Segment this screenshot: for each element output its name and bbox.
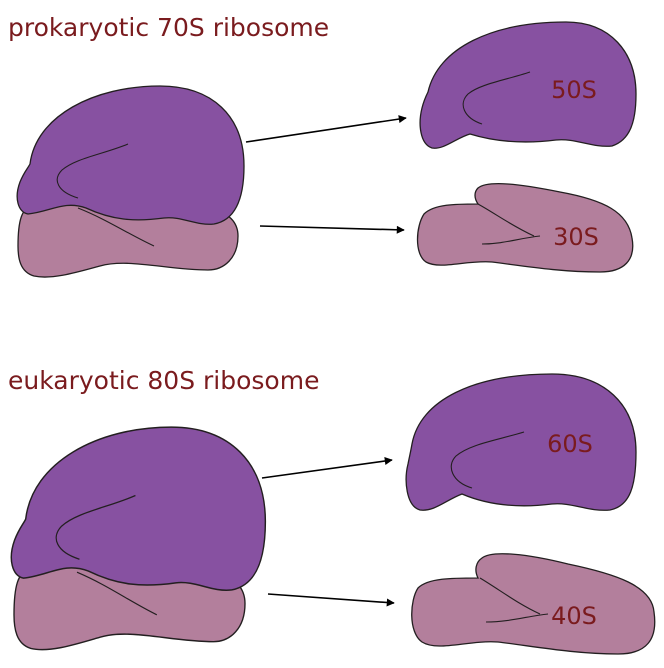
- arrow-to-60s: [261, 457, 393, 479]
- separated-30s-subunit: 30S: [416, 182, 634, 273]
- label-30s: 30S: [553, 223, 599, 251]
- label-60s: 60S: [547, 430, 593, 458]
- separated-40s-subunit: 40S: [411, 553, 656, 655]
- eukaryotic-60s-large-subunit: [10, 426, 267, 592]
- separated-60s-subunit: 60S: [405, 373, 637, 511]
- prokaryotic-title: prokaryotic 70S ribosome: [8, 13, 330, 42]
- arrow-to-40s: [267, 593, 395, 607]
- separated-50s-subunit: 50S: [419, 21, 637, 149]
- label-40s: 40S: [551, 602, 597, 630]
- prokaryotic-50s-large-subunit: [16, 85, 245, 225]
- arrow-to-30s: [259, 225, 405, 234]
- eukaryotic-title: eukaryotic 80S ribosome: [8, 366, 320, 395]
- prokaryotic-70s-ribosome: [16, 85, 245, 278]
- label-50s: 50S: [551, 76, 597, 104]
- arrow-to-50s: [245, 115, 407, 143]
- eukaryotic-80s-ribosome: [10, 426, 267, 651]
